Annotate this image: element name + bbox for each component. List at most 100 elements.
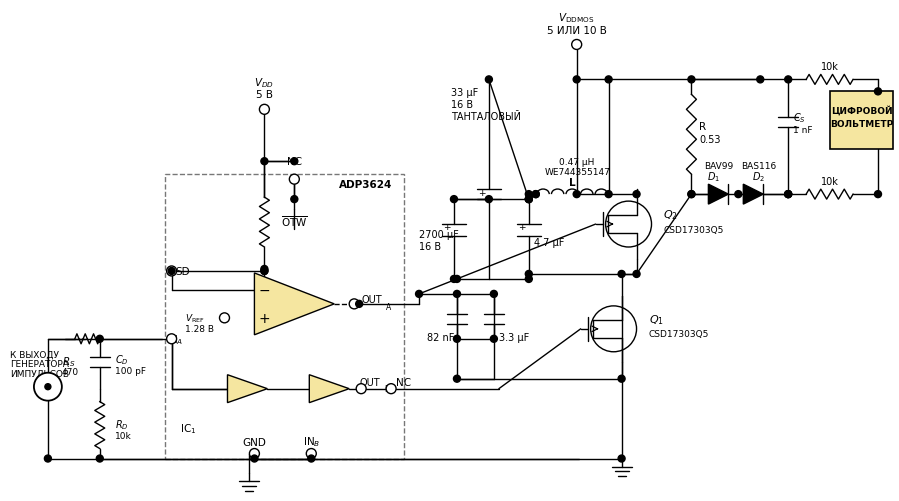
Text: OUT: OUT [361,294,382,304]
Text: $C_D$: $C_D$ [115,352,129,366]
Circle shape [356,384,366,394]
Text: +: + [443,222,451,231]
Text: 5 В: 5 В [256,90,273,100]
Circle shape [260,105,270,115]
Text: +: + [519,222,526,231]
Circle shape [875,191,882,198]
Circle shape [96,455,103,462]
Circle shape [291,196,298,203]
Circle shape [261,268,268,275]
Text: $\overline{\mathrm{OTW}}$: $\overline{\mathrm{OTW}}$ [281,214,307,229]
Text: $R_D$: $R_D$ [115,417,129,431]
Text: GND: GND [243,437,266,447]
Circle shape [251,455,258,462]
Text: NC: NC [287,157,302,167]
Bar [165,175,404,458]
Text: $V_{\mathrm{DDMOS}}$: $V_{\mathrm{DDMOS}}$ [558,12,595,26]
Polygon shape [254,274,334,335]
Circle shape [591,306,636,352]
Text: ЦИФРОВОЙ: ЦИФРОВОЙ [831,105,893,115]
Circle shape [307,449,316,458]
Text: WE744355147: WE744355147 [544,167,610,176]
Circle shape [619,455,625,462]
Text: 10k: 10k [821,177,839,187]
Text: $D_2$: $D_2$ [752,170,765,184]
Circle shape [44,455,51,462]
Text: ВОЛЬТМЕТР: ВОЛЬТМЕТР [830,120,894,129]
Polygon shape [708,185,728,205]
Circle shape [619,375,625,382]
Text: OUT: OUT [360,377,379,387]
Text: ГЕНЕРАТОРА: ГЕНЕРАТОРА [10,360,69,369]
Circle shape [261,266,268,273]
Text: SD: SD [175,267,191,277]
Circle shape [219,313,229,323]
Text: 10k: 10k [115,431,131,440]
Circle shape [785,191,792,198]
Text: NC: NC [396,377,411,387]
Text: +: + [478,188,485,197]
Text: 10k: 10k [821,62,839,72]
Text: BAV99: BAV99 [704,161,733,170]
Circle shape [349,299,360,309]
Polygon shape [743,185,763,205]
Circle shape [574,77,580,84]
Circle shape [453,375,460,382]
Text: −: − [259,284,271,297]
Text: ADP3624: ADP3624 [339,180,393,190]
Circle shape [574,191,580,198]
Text: 1 nF: 1 nF [793,126,813,134]
Text: 470: 470 [62,368,79,376]
Text: 0.53: 0.53 [699,135,721,145]
Circle shape [525,196,532,203]
Text: R: R [699,122,707,132]
Circle shape [490,336,497,343]
Text: CSD17303Q5: CSD17303Q5 [648,330,709,339]
Circle shape [450,276,458,283]
Circle shape [166,334,176,344]
Bar [830,92,893,150]
Text: ИМПУЛЬСОВ: ИМПУЛЬСОВ [10,369,69,378]
Circle shape [525,271,532,278]
Text: 16 В: 16 В [451,100,473,110]
Circle shape [525,191,532,198]
Circle shape [168,268,175,275]
Text: B: B [384,384,389,393]
Circle shape [875,89,882,96]
Text: IN$_A$: IN$_A$ [166,332,183,346]
Circle shape [633,191,640,198]
Text: A: A [387,303,391,312]
Circle shape [605,77,612,84]
Circle shape [688,77,695,84]
Circle shape [785,191,792,198]
Polygon shape [227,375,267,403]
Text: 33 µF: 33 µF [451,88,478,98]
Circle shape [453,276,460,283]
Circle shape [453,291,460,298]
Text: $R_S$: $R_S$ [62,354,76,368]
Circle shape [633,271,640,278]
Text: 0.47 µH: 0.47 µH [559,157,595,166]
Circle shape [166,267,176,277]
Circle shape [688,191,695,198]
Text: К ВЫХОДУ: К ВЫХОДУ [10,350,59,359]
Circle shape [96,336,103,343]
Text: 16 В: 16 В [419,241,441,252]
Circle shape [261,268,268,275]
Text: BAS116: BAS116 [741,161,776,170]
Circle shape [307,455,315,462]
Text: ТАНТАЛОВЫЙ: ТАНТАЛОВЫЙ [451,112,521,122]
Circle shape [291,158,298,165]
Circle shape [532,191,539,198]
Polygon shape [309,375,349,403]
Circle shape [525,276,532,283]
Circle shape [532,191,539,198]
Circle shape [45,384,51,390]
Text: 1.28 В: 1.28 В [184,325,214,334]
Circle shape [261,158,268,165]
Circle shape [490,291,497,298]
Text: +: + [259,311,271,325]
Circle shape [356,301,362,308]
Text: 3.3 µF: 3.3 µF [499,332,530,342]
Circle shape [605,191,612,198]
